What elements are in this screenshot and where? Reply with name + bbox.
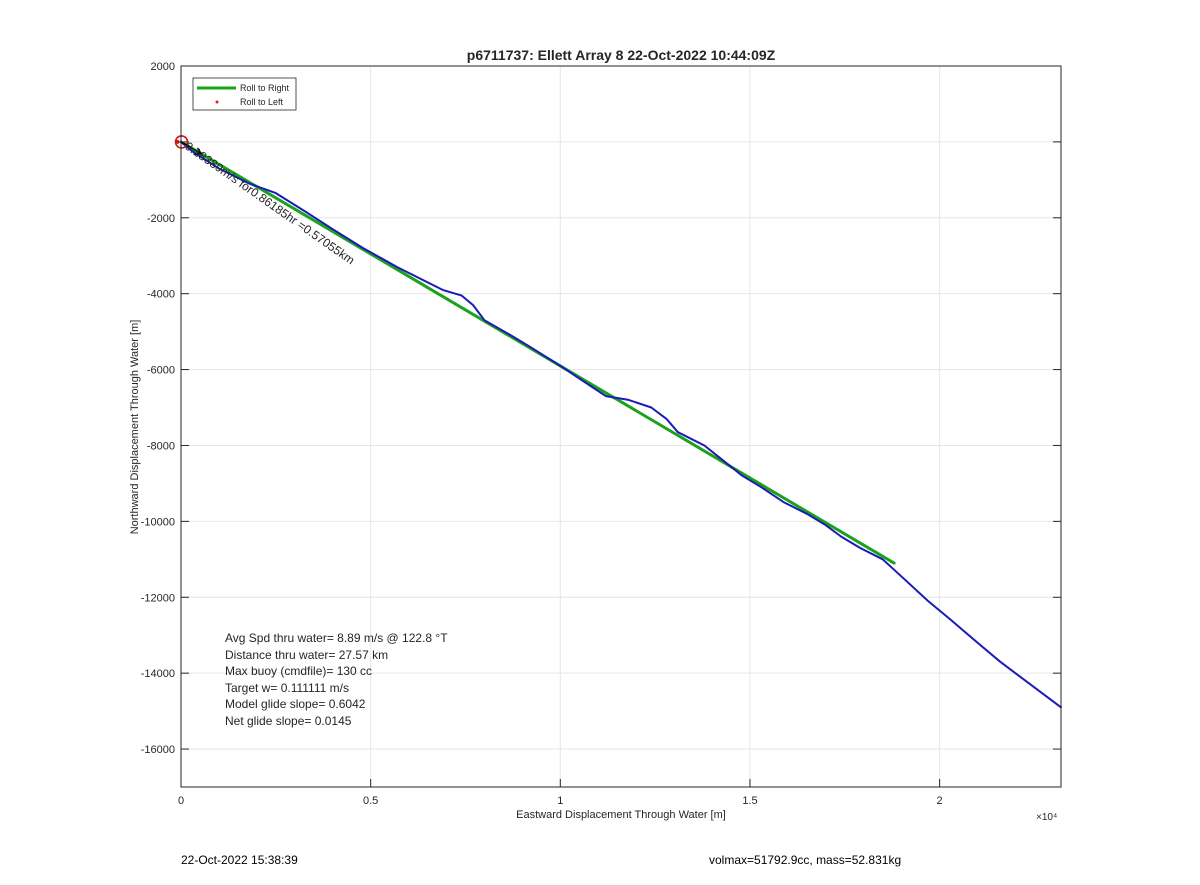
plot-border bbox=[180, 65, 1062, 788]
footer-date: 22-Oct-2022 15:38:39 bbox=[181, 853, 298, 867]
legend-dot-roll-left bbox=[215, 100, 219, 104]
y-tick-label: -2000 bbox=[147, 213, 175, 225]
series-group bbox=[174, 135, 1062, 709]
y-tick-label: -8000 bbox=[147, 440, 175, 452]
x-ticks: 0 0.5 1 1.5 2 bbox=[178, 779, 943, 807]
x-tick-label: 1.5 bbox=[742, 795, 757, 807]
x-axis-exponent: ×10⁴ bbox=[1036, 812, 1057, 823]
plot-area bbox=[181, 66, 1061, 787]
series-1-line bbox=[180, 140, 1062, 709]
y-ticks: 2000 -2000 -4000 -6000 -8000 -10000 -12000 -140… bbox=[141, 61, 1061, 756]
y-tick-label: 2000 bbox=[151, 61, 175, 73]
y-tick-label: -6000 bbox=[147, 365, 175, 377]
current-vector-arrowhead bbox=[197, 147, 202, 155]
x-tick-label: 0.5 bbox=[363, 795, 378, 807]
stat-model-glide: Model glide slope= 0.6042 bbox=[225, 697, 366, 711]
roll-left-point bbox=[175, 139, 180, 144]
x-tick-label: 0 bbox=[178, 795, 184, 807]
stat-net-glide: Net glide slope= 0.0145 bbox=[225, 714, 352, 728]
legend-label-roll-right: Roll to Right bbox=[240, 83, 290, 93]
legend-box bbox=[192, 77, 297, 111]
y-tick-label: -4000 bbox=[147, 289, 175, 301]
current-vector-arrow bbox=[181, 141, 202, 155]
stat-distance: Distance thru water= 27.57 km bbox=[225, 648, 388, 662]
stat-target-w: Target w= 0.111111 m/s bbox=[225, 681, 349, 695]
y-tick-label: -12000 bbox=[141, 592, 175, 604]
y-tick-label: -16000 bbox=[141, 744, 175, 756]
y-axis-label: Northward Displacement Through Water [m] bbox=[129, 320, 141, 535]
stat-avg-speed: Avg Spd thru water= 8.89 m/s @ 122.8 °T bbox=[225, 631, 448, 645]
stat-max-buoy: Max buoy (cmdfile)= 130 cc bbox=[225, 664, 372, 678]
chart-title: p6711737: Ellett Array 8 22-Oct-2022 10:… bbox=[467, 47, 776, 63]
footer-info: volmax=51792.9cc, mass=52.831kg bbox=[709, 853, 902, 867]
x-tick-label: 2 bbox=[937, 795, 943, 807]
y-tick-label: -10000 bbox=[141, 516, 175, 528]
x-tick-label: 1 bbox=[557, 795, 563, 807]
legend-label-roll-left: Roll to Left bbox=[240, 97, 284, 107]
y-tick-label: -14000 bbox=[141, 668, 175, 680]
legend: Roll to Right Roll to Left bbox=[192, 77, 297, 111]
stats-block: Avg Spd thru water= 8.89 m/s @ 122.8 °T … bbox=[225, 631, 448, 728]
x-axis-label: Eastward Displacement Through Water [m] bbox=[516, 809, 726, 821]
